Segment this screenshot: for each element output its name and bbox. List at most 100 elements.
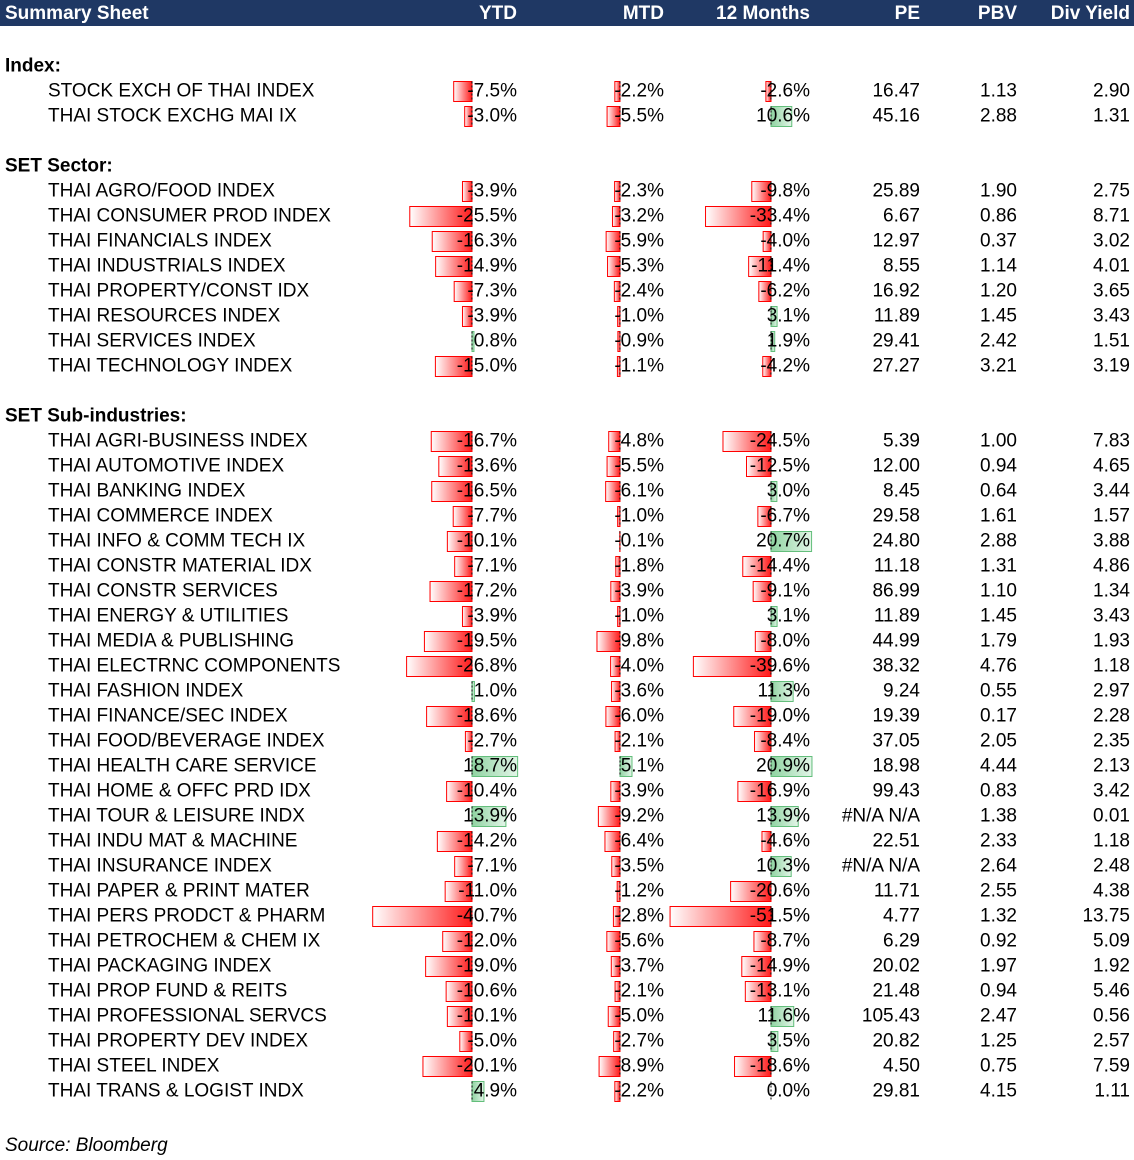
percent-value: 13.9% (756, 806, 810, 827)
percent-value: -13.6% (457, 456, 517, 477)
index-name: THAI FOOD/BEVERAGE INDEX (48, 731, 325, 752)
pe-value: 25.89 (872, 181, 920, 202)
div-yield-value: 2.35 (1093, 731, 1130, 752)
index-name: THAI ENERGY & UTILITIES (48, 606, 288, 627)
percent-value: -40.7% (457, 906, 517, 927)
percent-value: -15.0% (457, 356, 517, 377)
percent-value: 3.1% (767, 606, 810, 627)
percent-value: -14.2% (457, 831, 517, 852)
pbv-value: 0.83 (980, 781, 1017, 802)
index-name: THAI AGRO/FOOD INDEX (48, 181, 275, 202)
percent-value: -8.4% (760, 731, 810, 752)
percent-value: -3.7% (614, 956, 664, 977)
pbv-value: 1.25 (980, 1031, 1017, 1052)
pe-value: 22.51 (872, 831, 920, 852)
percent-value: -3.9% (467, 606, 517, 627)
index-name: THAI PROPERTY/CONST IDX (48, 281, 309, 302)
div-yield-value: 2.90 (1093, 81, 1130, 102)
div-yield-value: 3.44 (1093, 481, 1130, 502)
pe-value: 5.39 (883, 431, 920, 452)
percent-value: -3.9% (614, 581, 664, 602)
percent-value: -51.5% (750, 906, 810, 927)
index-name: STOCK EXCH OF THAI INDEX (48, 81, 315, 102)
percent-value: -9.8% (760, 181, 810, 202)
percent-value: 10.3% (756, 856, 810, 877)
pe-value: 9.24 (883, 681, 920, 702)
percent-value: -2.1% (614, 981, 664, 1002)
percent-value: -6.7% (760, 506, 810, 527)
div-yield-value: 7.83 (1093, 431, 1130, 452)
percent-value: 0.0% (767, 1081, 810, 1102)
percent-value: -33.4% (750, 206, 810, 227)
percent-value: -2.6% (760, 81, 810, 102)
pe-value: 29.81 (872, 1081, 920, 1102)
pbv-value: 2.88 (980, 106, 1017, 127)
percent-value: -4.6% (760, 831, 810, 852)
pbv-value: 4.76 (980, 656, 1017, 677)
pbv-value: 1.38 (980, 806, 1017, 827)
pbv-value: 0.37 (980, 231, 1017, 252)
percent-value: -2.8% (614, 906, 664, 927)
percent-value: -5.0% (614, 1006, 664, 1027)
pbv-value: 1.45 (980, 606, 1017, 627)
pbv-value: 2.64 (980, 856, 1017, 877)
percent-value: -3.9% (467, 181, 517, 202)
percent-value: -5.0% (467, 1031, 517, 1052)
header-bar (0, 0, 1134, 26)
index-name: THAI TECHNOLOGY INDEX (48, 356, 293, 377)
pe-value: 6.67 (883, 206, 920, 227)
percent-value: -3.2% (614, 206, 664, 227)
section-title: Index: (5, 56, 61, 77)
div-yield-value: 1.93 (1093, 631, 1130, 652)
column-header: MTD (623, 3, 664, 24)
div-yield-value: 1.18 (1093, 656, 1130, 677)
percent-value: -7.5% (467, 81, 517, 102)
index-name: THAI FASHION INDEX (48, 681, 244, 702)
percent-value: -25.5% (457, 206, 517, 227)
pe-value: 11.89 (874, 606, 920, 627)
percent-value: -9.1% (760, 581, 810, 602)
pe-value: #N/A N/A (842, 806, 920, 827)
div-yield-value: 7.59 (1093, 1056, 1130, 1077)
pbv-value: 0.94 (980, 456, 1017, 477)
percent-value: -8.9% (614, 1056, 664, 1077)
pe-value: 12.97 (872, 231, 920, 252)
percent-value: 3.5% (767, 1031, 810, 1052)
percent-value: -17.2% (457, 581, 517, 602)
percent-value: -16.7% (457, 431, 517, 452)
div-yield-value: 1.11 (1094, 1081, 1130, 1102)
percent-value: -6.1% (614, 481, 664, 502)
percent-value: -1.0% (614, 506, 664, 527)
percent-value: 20.7% (756, 531, 810, 552)
pe-value: 21.48 (872, 981, 920, 1002)
pe-value: 11.18 (874, 556, 920, 577)
percent-value: -5.6% (614, 931, 664, 952)
percent-value: -19.0% (457, 956, 517, 977)
percent-value: 4.9% (474, 1081, 517, 1102)
column-header: PE (895, 3, 920, 24)
pe-value: 11.89 (874, 306, 920, 327)
section-title: SET Sector: (5, 156, 113, 177)
div-yield-value: 1.51 (1093, 331, 1130, 352)
percent-value: -1.8% (614, 556, 664, 577)
percent-value: -2.2% (614, 1081, 664, 1102)
pe-value: 45.16 (872, 106, 920, 127)
pe-value: 11.71 (874, 881, 920, 902)
index-name: THAI STEEL INDEX (48, 1056, 220, 1077)
percent-value: -7.1% (467, 856, 517, 877)
percent-value: -26.8% (457, 656, 517, 677)
percent-value: -3.9% (467, 306, 517, 327)
index-name: THAI SERVICES INDEX (48, 331, 256, 352)
section-title: SET Sub-industries: (5, 406, 187, 427)
pbv-value: 4.15 (980, 1081, 1017, 1102)
percent-value: -2.7% (614, 1031, 664, 1052)
pe-value: 29.58 (872, 506, 920, 527)
div-yield-value: 3.43 (1093, 306, 1130, 327)
pe-value: 8.45 (883, 481, 920, 502)
index-name: THAI PROFESSIONAL SERVCS (48, 1006, 327, 1027)
pbv-value: 2.88 (980, 531, 1017, 552)
percent-value: 1.0% (474, 681, 517, 702)
percent-value: 5.1% (621, 756, 664, 777)
percent-value: -11.4% (751, 256, 810, 277)
percent-value: -5.5% (614, 456, 664, 477)
